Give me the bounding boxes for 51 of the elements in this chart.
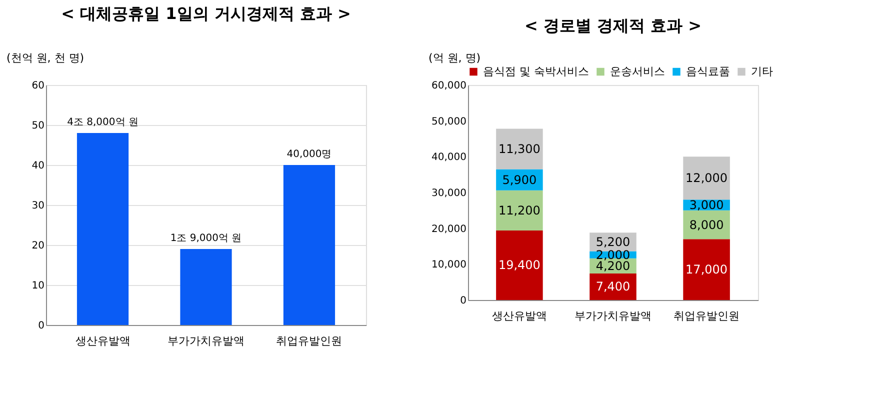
annotation: 4조 8,000억 원 (67, 117, 138, 128)
x-tick-label: 생산유발액 (75, 334, 130, 348)
bar (180, 249, 232, 325)
annotation: 1조 9,000억 원 (170, 233, 242, 244)
x-tick-label: 취업유발인원 (276, 334, 342, 348)
legend-label: 기타 (751, 64, 773, 78)
y-tick-label: 0 (460, 296, 466, 306)
chart-title: < 대체공휴일 1일의 거시경제적 효과 > (61, 4, 351, 23)
bar (683, 239, 730, 300)
data-label: 5,900 (502, 172, 537, 187)
y-tick-label: 0 (38, 320, 44, 332)
x-tick-label: 생산유발액 (492, 310, 547, 322)
y-tick-label: 40 (32, 160, 44, 172)
x-tick-label: 부가가치유발액 (574, 310, 652, 322)
y-tick-label: 50,000 (432, 116, 466, 128)
bar (496, 190, 543, 230)
x-tick-label: 부가가치유발액 (168, 334, 244, 348)
bar (496, 230, 543, 300)
data-label: 19,400 (498, 258, 540, 272)
bar (76, 133, 129, 325)
data-label: 17,000 (686, 262, 728, 277)
data-label: 11,300 (498, 142, 540, 156)
y-tick-label: 10,000 (432, 260, 466, 271)
y-axis-title: (억 원, 명) (428, 52, 481, 64)
data-label: 8,000 (689, 218, 724, 232)
y-tick-label: 60,000 (432, 80, 466, 92)
bar (590, 273, 636, 300)
x-tick-label: 취업유발인원 (674, 310, 740, 322)
y-tick-label: 20 (32, 240, 44, 252)
y-tick-label: 30,000 (432, 188, 466, 199)
y-tick-label: 10 (32, 280, 44, 292)
y-axis-title: (천억 원, 천 명) (6, 52, 84, 64)
legend-label: 운송서비스 (610, 64, 665, 78)
data-label: 5,200 (596, 234, 630, 249)
y-tick-label: 40,000 (432, 152, 466, 164)
data-label: 12,000 (686, 171, 728, 186)
bar (283, 165, 336, 325)
data-label: 3,000 (689, 198, 724, 212)
legend-label: 음식료품 (686, 64, 730, 78)
legend-label: 음식점 및 숙박서비스 (483, 64, 589, 78)
y-tick-label: 20,000 (432, 224, 466, 235)
data-label: 2,000 (596, 248, 630, 262)
annotation: 40,000명 (286, 149, 332, 160)
bar (683, 156, 730, 200)
bar (496, 128, 543, 170)
y-tick-label: 30 (32, 200, 44, 212)
y-tick-label: 50 (32, 120, 44, 132)
data-label: 7,400 (596, 280, 630, 294)
y-tick-label: 60 (32, 80, 44, 92)
data-label: 11,200 (498, 203, 540, 218)
chart-title: < 경로별 경제적 효과 > (524, 16, 702, 35)
